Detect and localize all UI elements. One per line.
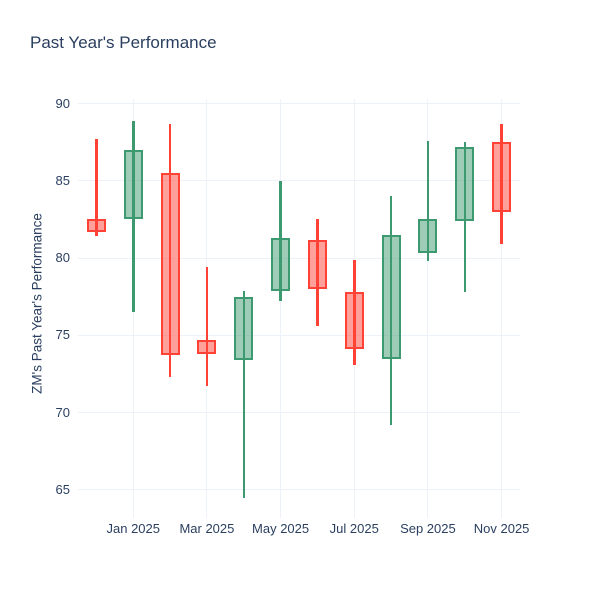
- candle-body: [123, 149, 143, 220]
- candle-body: [197, 339, 217, 354]
- candle-body: [455, 146, 475, 222]
- gridline-horizontal: [78, 180, 520, 182]
- gridline-horizontal: [78, 257, 520, 259]
- candle-wick: [426, 140, 430, 262]
- candle-body: [160, 173, 180, 356]
- candle-wick: [205, 267, 209, 387]
- x-tick-label: Mar 2025: [179, 521, 235, 536]
- x-tick-label: Jul 2025: [329, 521, 379, 536]
- candle-body: [234, 296, 254, 361]
- candle-body: [344, 292, 364, 350]
- candle-wick: [95, 139, 98, 237]
- x-tick-label: Sep 2025: [400, 521, 456, 536]
- candle-body: [271, 238, 291, 291]
- gridline-horizontal: [78, 334, 520, 336]
- y-tick-label: 70: [55, 404, 70, 420]
- y-tick-label: 90: [55, 95, 70, 111]
- y-tick-label: 80: [55, 250, 70, 266]
- gridline-vertical: [501, 99, 503, 518]
- chart-title: Past Year's Performance: [30, 33, 217, 52]
- candle-body: [418, 219, 438, 254]
- y-tick-label: 65: [55, 481, 70, 497]
- candle-wick: [242, 290, 245, 498]
- x-tick-label: Jan 2025: [106, 521, 161, 536]
- candle-body: [492, 142, 512, 212]
- gridline-vertical: [280, 99, 282, 518]
- y-tick-label: 75: [55, 327, 70, 343]
- gridline-horizontal: [78, 412, 520, 414]
- candle-body: [86, 219, 106, 232]
- gridline-horizontal: [78, 489, 520, 491]
- gridline-horizontal: [78, 103, 520, 105]
- x-tick-label: May 2025: [252, 521, 310, 536]
- candle-body: [381, 234, 401, 359]
- x-tick-label: Nov 2025: [473, 521, 530, 536]
- y-tick-label: 85: [55, 172, 70, 188]
- candle-body: [307, 239, 327, 289]
- gridline-vertical: [427, 99, 429, 518]
